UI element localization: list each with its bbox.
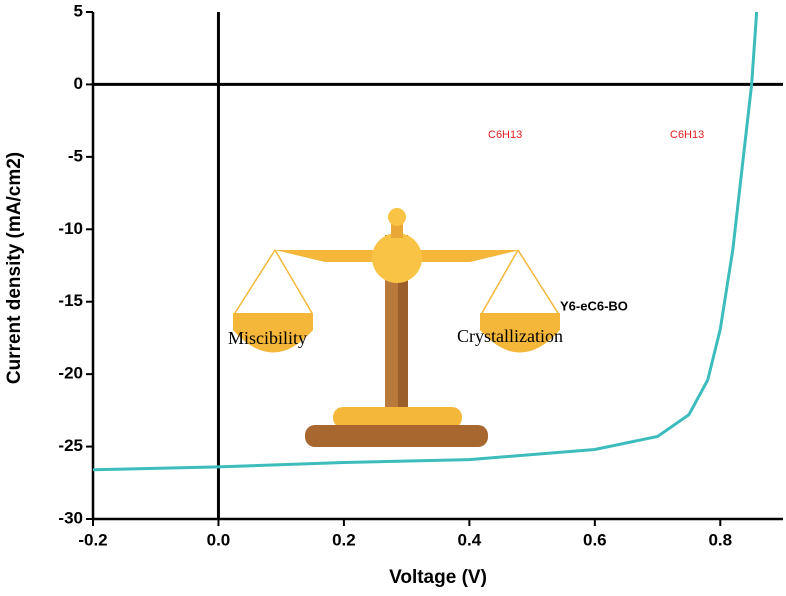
x-tick-label: 0.0 [207, 530, 231, 549]
molecule-label: Y6-eC6-BO [560, 298, 628, 313]
y-tick-label: 0 [74, 74, 83, 93]
annotation: Crystallization [457, 326, 563, 346]
annotation: Miscibility [228, 328, 307, 348]
y-tick-label: -15 [58, 291, 83, 310]
y-axis-label: Current density (mA/cm2) [4, 152, 25, 384]
data-line [92, 11, 759, 472]
balance-illustration [233, 208, 560, 447]
x-tick-label: 0.2 [332, 530, 356, 549]
annotation: C6H13 [488, 129, 522, 141]
y-tick-label: -25 [58, 436, 83, 455]
y-tick-label: -5 [68, 146, 83, 165]
x-tick-label: 0.8 [708, 530, 732, 549]
x-axis-label: Voltage (V) [389, 567, 487, 588]
x-tick-label: 0.4 [458, 530, 482, 549]
x-tick-label: -0.2 [78, 530, 107, 549]
y-tick-label: -20 [58, 364, 83, 383]
annotation: C6H13 [670, 129, 704, 141]
y-tick-label: -10 [58, 219, 83, 238]
y-tick-label: -30 [58, 508, 83, 527]
x-tick-label: 0.6 [583, 530, 607, 549]
y-tick-label: 5 [74, 1, 83, 20]
